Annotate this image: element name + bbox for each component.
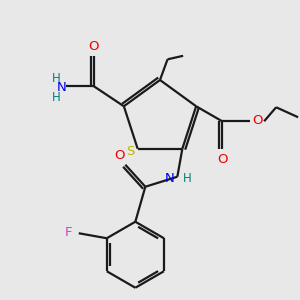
Text: N: N bbox=[164, 172, 174, 185]
Text: F: F bbox=[65, 226, 73, 239]
Text: H: H bbox=[183, 172, 192, 185]
Text: N: N bbox=[57, 81, 67, 94]
Text: S: S bbox=[127, 145, 135, 158]
Text: H: H bbox=[52, 72, 60, 85]
Text: O: O bbox=[88, 40, 99, 53]
Text: O: O bbox=[252, 114, 262, 127]
Text: O: O bbox=[217, 153, 227, 166]
Text: O: O bbox=[114, 149, 124, 162]
Text: H: H bbox=[52, 91, 60, 104]
